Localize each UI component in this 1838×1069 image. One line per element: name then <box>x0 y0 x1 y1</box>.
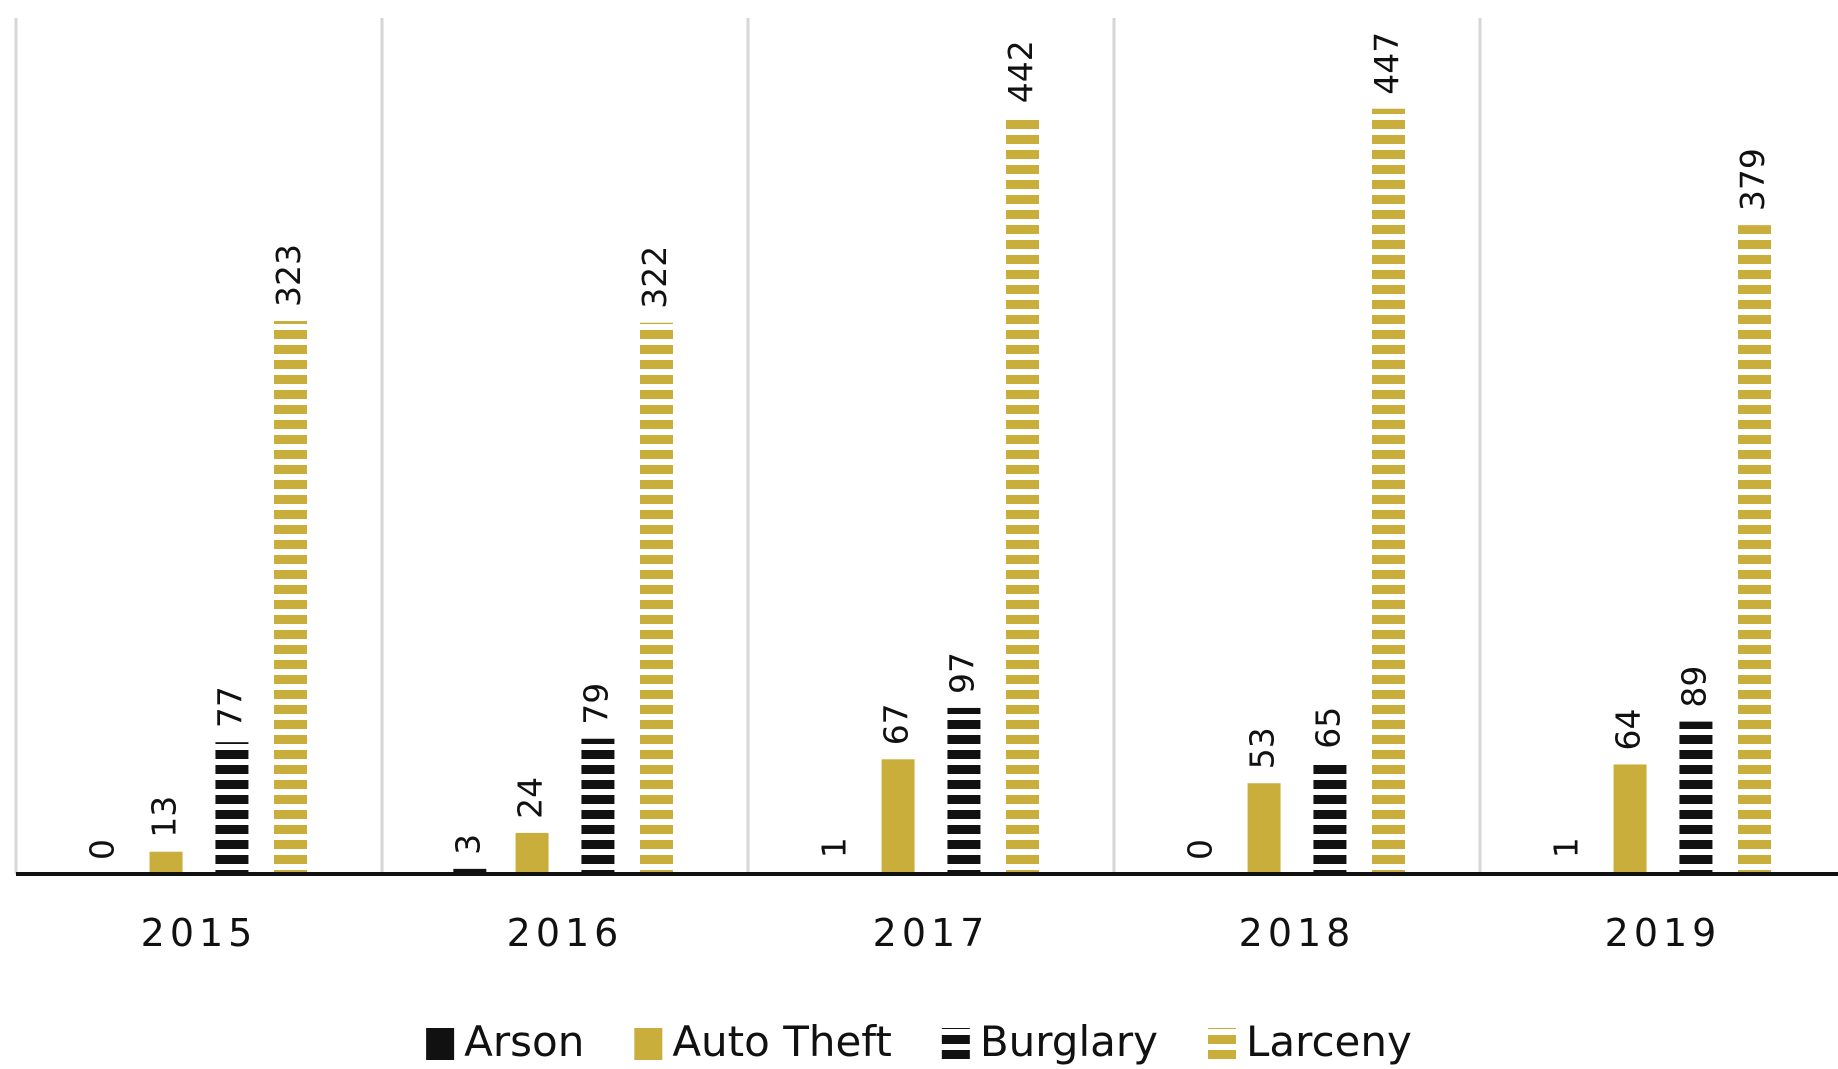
data-label: 24 <box>511 777 550 819</box>
bar <box>1006 117 1039 874</box>
legend-label: Arson <box>464 1017 584 1066</box>
bar <box>149 851 183 874</box>
data-label: 79 <box>576 683 615 725</box>
x-tick-label: 2015 <box>141 911 258 955</box>
x-tick-label: 2019 <box>1605 911 1722 955</box>
data-label: 379 <box>1733 148 1772 211</box>
data-label: 323 <box>269 244 308 307</box>
data-label: 447 <box>1367 32 1406 95</box>
x-tick-label: 2017 <box>873 911 990 955</box>
data-label: 0 <box>82 839 121 860</box>
bar <box>947 707 981 874</box>
data-label: 442 <box>1001 40 1040 103</box>
legend-swatch <box>634 1028 663 1060</box>
bar <box>1313 762 1347 874</box>
data-label: 65 <box>1308 707 1347 749</box>
data-label: 13 <box>145 796 184 838</box>
bar <box>1613 764 1647 874</box>
data-label: 1 <box>1546 837 1585 858</box>
data-label: 0 <box>1180 839 1219 860</box>
bar <box>215 742 249 874</box>
legend-swatch <box>941 1028 970 1060</box>
legend-label: Burglary <box>980 1017 1158 1066</box>
legend-swatch <box>1207 1028 1236 1060</box>
x-tick-label: 2018 <box>1239 911 1356 955</box>
x-tick-label: 2016 <box>507 911 624 955</box>
data-label: 64 <box>1609 708 1648 750</box>
bar <box>1679 721 1713 874</box>
bar <box>881 759 915 874</box>
data-label: 97 <box>942 652 981 694</box>
bar <box>640 322 673 875</box>
bar <box>274 321 307 874</box>
bar <box>581 738 615 874</box>
bar <box>453 868 487 874</box>
bar <box>1247 783 1281 874</box>
data-label: 3 <box>448 834 487 855</box>
data-label: 1 <box>814 837 853 858</box>
legend: Arson Auto Theft Burglary Larceny <box>426 1017 1412 1066</box>
data-label: 77 <box>210 686 249 728</box>
data-label: 89 <box>1674 666 1713 708</box>
legend-label: Auto Theft <box>672 1017 892 1066</box>
bar <box>1372 108 1405 874</box>
bar <box>1738 225 1771 875</box>
data-label: 53 <box>1243 727 1282 769</box>
legend-swatch <box>426 1028 455 1060</box>
data-label: 67 <box>877 703 916 745</box>
legend-label: Larceny <box>1246 1017 1412 1066</box>
bar <box>515 832 549 874</box>
data-label: 322 <box>635 246 674 309</box>
